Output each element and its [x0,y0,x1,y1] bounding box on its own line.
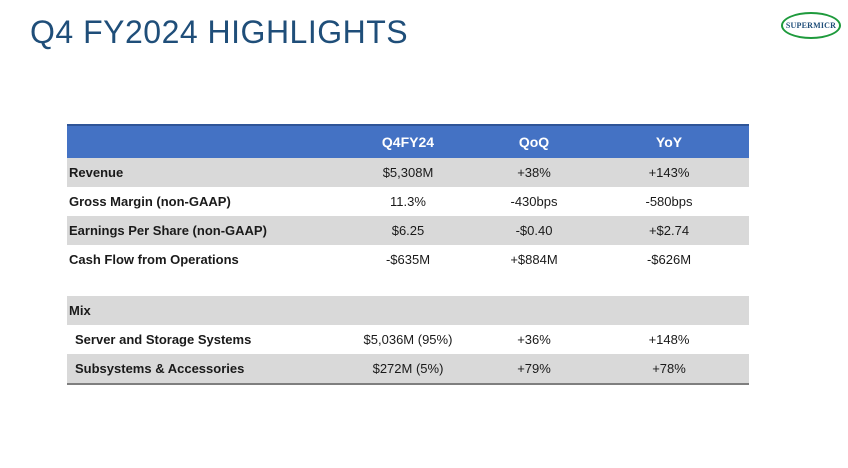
row-label: Cash Flow from Operations [69,252,239,267]
header-qoq: QoQ [518,134,550,150]
table-header-row: Q4FY24 QoQ YoY [67,124,749,158]
cell-q4fy24: -$635M [385,252,431,267]
header-yoy: YoY [655,134,683,150]
cell-yoy: +78% [652,361,686,376]
cell-yoy: -$626M [646,252,692,267]
cell-yoy: +$2.74 [648,223,690,238]
cell-q4fy24: $6.25 [391,223,425,238]
cell-yoy: +143% [648,165,690,180]
highlights-table: Q4FY24 QoQ YoY Revenue $5,308M +38% +143… [67,124,749,385]
row-subsystems: Subsystems & Accessories $272M (5%) +79%… [67,354,749,383]
header-q4fy24: Q4FY24 [381,134,435,150]
cell-q4fy24: $5,036M (95%) [363,332,453,347]
row-label: Gross Margin (non-GAAP) [69,194,231,209]
cell-qoq: -430bps [510,194,558,209]
slide-title: Q4 FY2024 HIGHLIGHTS [30,14,409,50]
cell-qoq: +79% [517,361,551,376]
supermicro-logo: SUPERMICR [781,12,841,39]
row-gross-margin: Gross Margin (non-GAAP) 11.3% -430bps -5… [67,187,749,216]
row-label: Revenue [69,165,124,180]
row-server-storage: Server and Storage Systems $5,036M (95%)… [67,325,749,354]
row-label: Earnings Per Share (non-GAAP) [69,223,267,238]
row-eps: Earnings Per Share (non-GAAP) $6.25 -$0.… [67,216,749,245]
row-label: Subsystems & Accessories [75,361,245,376]
logo-text: SUPERMICR [785,21,837,30]
cell-qoq: +38% [517,165,551,180]
table-bottom-rule [67,383,749,385]
row-mix-header: Mix [67,296,749,325]
cell-qoq: +$884M [510,252,558,267]
row-label: Server and Storage Systems [75,332,252,347]
table-spacer [67,274,749,296]
cell-qoq: -$0.40 [515,223,553,238]
mix-label: Mix [69,303,91,318]
cell-q4fy24: $272M (5%) [372,361,444,376]
cell-qoq: +36% [517,332,551,347]
cell-q4fy24: $5,308M [382,165,434,180]
cell-yoy: -580bps [645,194,693,209]
row-cash-flow: Cash Flow from Operations -$635M +$884M … [67,245,749,274]
cell-q4fy24: 11.3% [390,194,426,209]
row-revenue: Revenue $5,308M +38% +143% [67,158,749,187]
cell-yoy: +148% [648,332,690,347]
